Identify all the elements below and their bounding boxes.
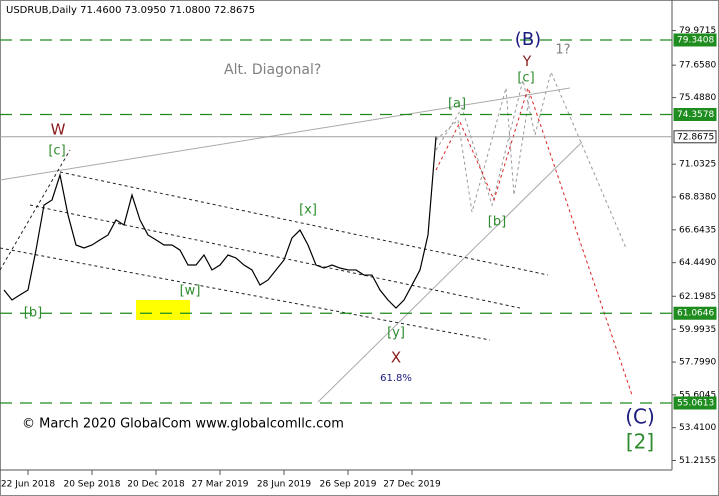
x-tick-label: 20 Sep 2018 — [63, 480, 120, 490]
level-box — [673, 33, 717, 47]
level-box — [673, 306, 717, 320]
x-tick-label: 26 Sep 2019 — [319, 480, 376, 490]
trend-line — [317, 141, 583, 403]
level-label: 61.0646 — [677, 309, 714, 319]
annotation: [b] — [488, 215, 506, 230]
y-tick-label: 51.2155 — [679, 456, 716, 466]
channel-line — [0, 149, 71, 271]
forecast-path — [435, 70, 627, 249]
level-label: 79.3408 — [677, 35, 714, 45]
x-tick-label: 22 Jun 2018 — [1, 480, 55, 490]
channel-line — [0, 247, 491, 341]
forecast-path — [435, 87, 531, 213]
level-box — [673, 396, 717, 410]
annotation: (C) — [625, 405, 655, 429]
annotation: [c] — [48, 144, 65, 159]
y-tick-label: 66.6435 — [679, 225, 716, 235]
annotation: Alt. Diagonal? — [224, 62, 321, 78]
x-tick-label: 27 Dec 2019 — [383, 480, 441, 490]
annotation: [a] — [448, 97, 466, 112]
level-box — [673, 107, 717, 121]
level-label: 72.8675 — [677, 132, 714, 142]
y-tick-label: 79.9715 — [679, 26, 716, 36]
x-tick-label: 28 Jun 2019 — [257, 480, 311, 490]
overlays — [0, 70, 633, 403]
annotation: [2] — [626, 430, 654, 454]
y-tick-label: 53.4100 — [679, 423, 716, 433]
y-tick-label: 57.7990 — [679, 358, 716, 368]
price-line — [3, 136, 437, 309]
forecast-path — [435, 86, 633, 396]
y-tick-label: 77.6580 — [679, 61, 716, 71]
y-tick-label: 59.9935 — [679, 325, 716, 335]
annotation: 1? — [555, 43, 570, 58]
annotation: [c] — [517, 71, 534, 86]
level-label: 55.0613 — [677, 398, 714, 408]
copyright: © March 2020 GlobalCom www.globalcomllc.… — [22, 417, 344, 432]
annotation: 61.8% — [380, 373, 412, 384]
channel-line — [59, 171, 549, 276]
annotation: Y — [522, 54, 532, 70]
annotation: (B) — [515, 29, 541, 50]
trend-line — [0, 87, 571, 181]
y-tick-label: 62.1985 — [679, 292, 716, 302]
y-tick-label: 71.0325 — [679, 160, 716, 170]
annotation: W — [51, 121, 66, 139]
y-tick-label: 68.8380 — [679, 193, 716, 203]
x-tick-label: 27 Mar 2019 — [191, 480, 248, 490]
highlight — [136, 300, 190, 320]
annotation: [w] — [180, 284, 201, 299]
annotation: [y] — [387, 326, 405, 341]
annotation: X — [391, 349, 401, 367]
x-tick-label: 20 Dec 2018 — [127, 480, 185, 490]
y-tick-label: 64.4490 — [679, 258, 716, 268]
header: USDRUB,Daily 71.4600 73.0950 71.0800 72.… — [6, 5, 255, 16]
annotation: [b] — [24, 306, 42, 321]
level-box — [673, 130, 717, 144]
y-tick-label: 75.4880 — [679, 93, 716, 103]
annotation: [x] — [299, 203, 317, 218]
y-tick-label: 55.6045 — [679, 390, 716, 400]
level-label: 74.3578 — [677, 110, 714, 120]
